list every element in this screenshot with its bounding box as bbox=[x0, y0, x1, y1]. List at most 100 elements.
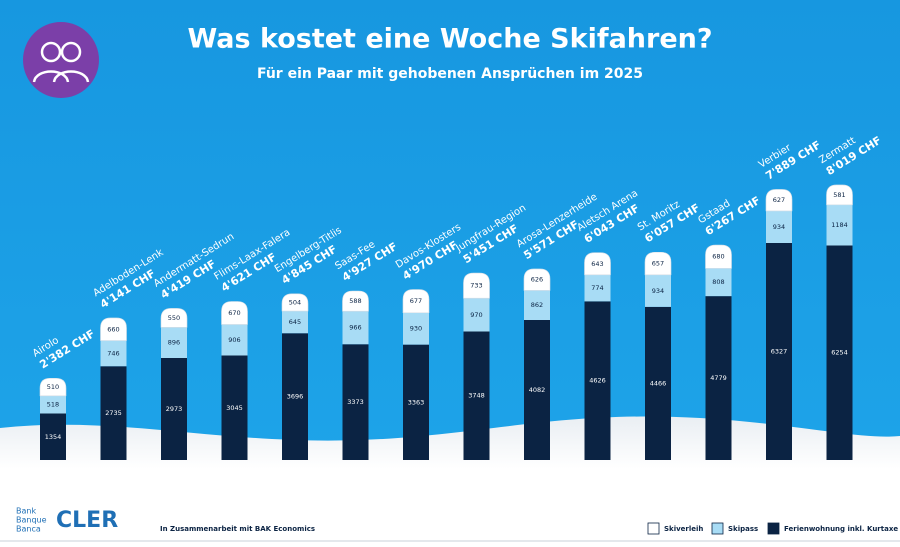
bar-segment bbox=[282, 333, 308, 460]
brand-line: Bank bbox=[16, 507, 36, 516]
bar-segment bbox=[282, 311, 308, 334]
value-label: 510 bbox=[47, 383, 59, 391]
bar-segment bbox=[403, 344, 429, 460]
bar-segment bbox=[584, 274, 611, 302]
value-label: 4466 bbox=[650, 379, 667, 387]
value-label: 6327 bbox=[771, 347, 788, 355]
value-label: 862 bbox=[531, 301, 543, 309]
bar-segment bbox=[160, 308, 188, 328]
value-label: 966 bbox=[349, 324, 361, 332]
bar-segment bbox=[342, 344, 369, 460]
chart-title: Was kostet eine Woche Skifahren? bbox=[187, 24, 712, 55]
value-label: 1354 bbox=[45, 433, 62, 441]
value-label: 934 bbox=[773, 223, 785, 231]
bar-segment bbox=[765, 189, 793, 212]
bar-segment bbox=[161, 358, 187, 460]
value-label: 774 bbox=[591, 284, 603, 292]
legend-swatch bbox=[767, 522, 780, 535]
bar-segment bbox=[39, 377, 67, 397]
value-label: 934 bbox=[652, 287, 664, 295]
value-label: 680 bbox=[712, 253, 724, 261]
value-label: 550 bbox=[168, 314, 180, 322]
value-label: 2973 bbox=[166, 405, 183, 413]
value-label: 896 bbox=[168, 339, 180, 347]
value-label: 581 bbox=[833, 191, 845, 199]
bar-segment bbox=[584, 301, 611, 460]
bar-segment bbox=[403, 312, 429, 345]
value-label: 808 bbox=[712, 278, 724, 286]
bar-segment bbox=[342, 290, 369, 312]
bar-segment bbox=[584, 252, 611, 276]
bar-segment bbox=[826, 184, 853, 206]
bar-segment bbox=[221, 355, 248, 460]
value-label: 3363 bbox=[408, 398, 425, 406]
legend-label: Skiverleih bbox=[664, 525, 703, 533]
value-label: 4626 bbox=[589, 377, 606, 385]
value-label: 4082 bbox=[529, 386, 546, 394]
bar-segment bbox=[40, 413, 66, 460]
bar-segment bbox=[463, 272, 490, 299]
value-label: 588 bbox=[349, 297, 361, 305]
value-label: 626 bbox=[531, 276, 543, 284]
value-label: 2735 bbox=[105, 409, 122, 417]
value-label: 3696 bbox=[287, 393, 304, 401]
value-label: 733 bbox=[470, 282, 482, 290]
value-label: 3373 bbox=[347, 398, 364, 406]
value-label: 3045 bbox=[226, 404, 243, 412]
value-label: 645 bbox=[289, 318, 301, 326]
bar-segment bbox=[524, 290, 550, 320]
brand-line: Banca bbox=[16, 525, 41, 534]
bar-segment bbox=[705, 244, 732, 269]
value-label: 1184 bbox=[831, 221, 848, 229]
logo: CLER bbox=[56, 508, 118, 533]
value-label: 6254 bbox=[831, 349, 848, 357]
bar-segment bbox=[523, 268, 551, 291]
value-label: 930 bbox=[410, 325, 422, 333]
bar-segment bbox=[100, 317, 127, 341]
legend-swatch bbox=[711, 522, 724, 535]
bar-segment bbox=[766, 210, 792, 243]
value-label: 660 bbox=[107, 325, 119, 333]
bar-segment bbox=[342, 311, 369, 345]
value-label: 643 bbox=[591, 260, 603, 268]
bar-segment bbox=[826, 204, 853, 246]
bar-segment bbox=[100, 340, 127, 367]
icon bbox=[23, 22, 99, 98]
legend-label: Ferienwohnung inkl. Kurtaxe bbox=[784, 525, 898, 533]
value-label: 906 bbox=[228, 336, 240, 344]
bar-segment bbox=[644, 251, 672, 276]
value-label: 3748 bbox=[468, 392, 485, 400]
bar-segment bbox=[463, 331, 490, 460]
snow bbox=[0, 416, 900, 547]
value-label: 657 bbox=[652, 260, 664, 268]
bar-segment bbox=[766, 242, 792, 460]
bar-segment bbox=[463, 298, 490, 332]
note: In Zusammenarbeit mit BAK Economics bbox=[160, 525, 315, 533]
bar-segment bbox=[402, 289, 430, 314]
bar-segment bbox=[161, 327, 187, 359]
bar-segment bbox=[705, 296, 732, 460]
value-label: 746 bbox=[107, 349, 119, 357]
bar-segment bbox=[281, 293, 309, 312]
value-label: 970 bbox=[470, 311, 482, 319]
value-label: 627 bbox=[773, 196, 785, 204]
value-label: 677 bbox=[410, 297, 422, 305]
legend-swatch bbox=[647, 522, 660, 535]
bar-segment bbox=[826, 245, 853, 460]
value-label: 504 bbox=[289, 298, 301, 306]
chart-subtitle: Für ein Paar mit gehobenen Ansprüchen im… bbox=[257, 66, 643, 82]
legend-label: Skipass bbox=[728, 525, 758, 533]
value-label: 4779 bbox=[710, 374, 727, 382]
value-label: 670 bbox=[228, 309, 240, 317]
bar-segment bbox=[645, 306, 671, 460]
bar-segment bbox=[645, 274, 671, 307]
bar-segment bbox=[100, 366, 127, 460]
bar-segment bbox=[221, 324, 248, 356]
value-label: 518 bbox=[47, 401, 59, 409]
bar-segment bbox=[40, 395, 66, 414]
bar-segment bbox=[221, 301, 248, 325]
brand-line: Banque bbox=[16, 516, 47, 525]
bar-segment bbox=[524, 319, 550, 460]
legend: Skiverleih Skipass Ferienwohnung inkl. Kur… bbox=[647, 522, 898, 535]
